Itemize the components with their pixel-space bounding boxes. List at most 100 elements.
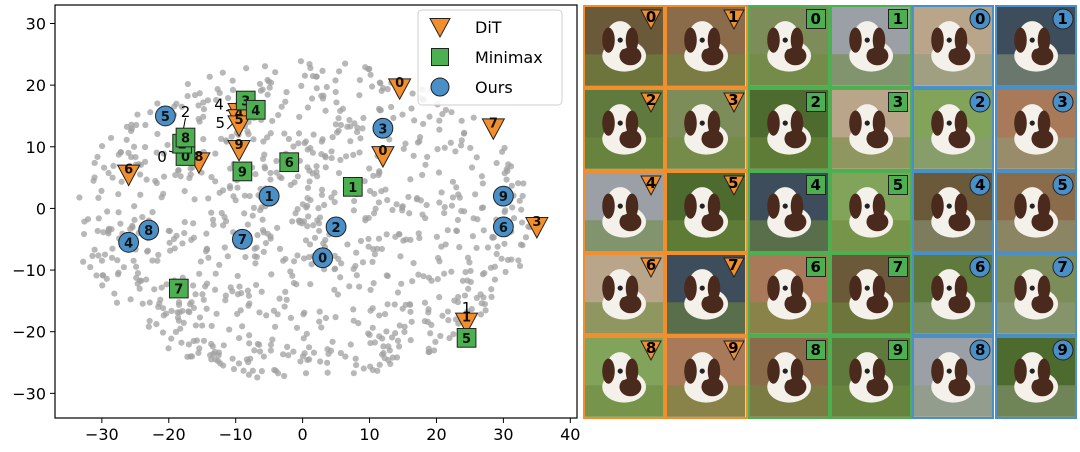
background-point [256, 80, 264, 88]
background-point [375, 171, 382, 179]
dit-sample-index: 6 [645, 256, 657, 275]
dit-point-label: 9 [235, 138, 244, 153]
background-point [455, 293, 462, 301]
background-point [388, 103, 395, 111]
minimax-badge-icon [888, 257, 909, 278]
background-point [442, 106, 449, 114]
background-point [350, 370, 357, 377]
background-point [439, 312, 446, 319]
dit-sample-image: 4 [583, 170, 666, 254]
background-point [220, 342, 227, 349]
background-point [151, 286, 158, 293]
background-point [258, 288, 265, 295]
y-tick-label: 10 [26, 138, 46, 157]
ours-point-label: 8 [144, 224, 153, 239]
background-point [332, 121, 339, 128]
background-point [508, 182, 515, 189]
background-point [205, 195, 212, 202]
background-point [458, 117, 465, 124]
background-point [269, 117, 276, 125]
background-point [117, 220, 124, 227]
ours-sample-index: 3 [1057, 92, 1068, 111]
background-point [474, 216, 481, 223]
background-point [91, 246, 98, 253]
background-point [422, 161, 429, 168]
background-point [195, 115, 202, 123]
background-point [136, 277, 144, 284]
background-point [398, 280, 405, 287]
ours-sample-index: 8 [975, 341, 986, 360]
background-point [350, 317, 357, 324]
minimax-point [342, 176, 363, 197]
background-point [260, 353, 268, 360]
background-point [473, 294, 480, 301]
background-point [401, 328, 408, 336]
minimax-badge-icon [805, 91, 826, 112]
background-point [281, 303, 288, 310]
minimax-badge-icon [805, 174, 826, 195]
background-point [234, 184, 241, 191]
background-point [301, 72, 309, 79]
background-point [318, 324, 325, 331]
background-point [308, 95, 316, 102]
background-point [520, 180, 527, 187]
background-point [256, 348, 264, 355]
background-point [285, 352, 292, 359]
background-point [313, 73, 320, 80]
annotation-label: 5 [216, 114, 226, 132]
background-point [376, 312, 383, 319]
background-point [244, 221, 251, 228]
background-point [295, 130, 303, 137]
background-point [402, 236, 410, 243]
background-point [375, 105, 383, 112]
background-point [263, 312, 270, 319]
background-point [462, 268, 469, 276]
ours-point [372, 117, 394, 139]
background-point [436, 294, 443, 301]
dit-point-label: 8 [194, 150, 203, 165]
background-point [120, 264, 127, 271]
background-point [168, 335, 175, 342]
x-tick-label: −10 [219, 425, 253, 444]
background-point [249, 212, 256, 219]
minimax-sample-image: 3 [829, 87, 913, 171]
background-point [316, 214, 324, 221]
dit-point [481, 118, 506, 141]
background-point [101, 251, 109, 258]
background-point [159, 329, 167, 336]
background-point [236, 283, 243, 290]
background-point [109, 245, 116, 252]
background-point [267, 169, 274, 177]
background-point [498, 255, 505, 262]
background-point [108, 254, 116, 261]
minimax-point-label: 8 [181, 132, 190, 147]
background-point [428, 277, 435, 284]
background-point [332, 77, 339, 84]
ours-badge-icon [969, 8, 991, 30]
background-point [402, 301, 409, 308]
background-point [519, 192, 526, 200]
background-point [318, 191, 326, 199]
background-point [370, 245, 377, 253]
dit-point-label: 5 [235, 113, 244, 128]
dit-sample-image: 0 [583, 5, 666, 88]
background-point [479, 271, 487, 278]
background-point [267, 130, 274, 137]
background-point [367, 339, 374, 347]
background-point [451, 297, 458, 304]
background-point [187, 171, 194, 178]
ours-point-label: 3 [378, 122, 387, 137]
background-point [331, 265, 339, 272]
background-point [254, 340, 261, 348]
background-point [115, 209, 122, 216]
background-point [141, 143, 149, 151]
background-point [89, 252, 96, 259]
background-point [290, 279, 298, 287]
background-point [407, 337, 414, 344]
background-point [146, 317, 153, 325]
background-point [459, 277, 466, 284]
background-point [256, 309, 263, 316]
background-point [230, 193, 237, 200]
background-point [400, 145, 407, 153]
